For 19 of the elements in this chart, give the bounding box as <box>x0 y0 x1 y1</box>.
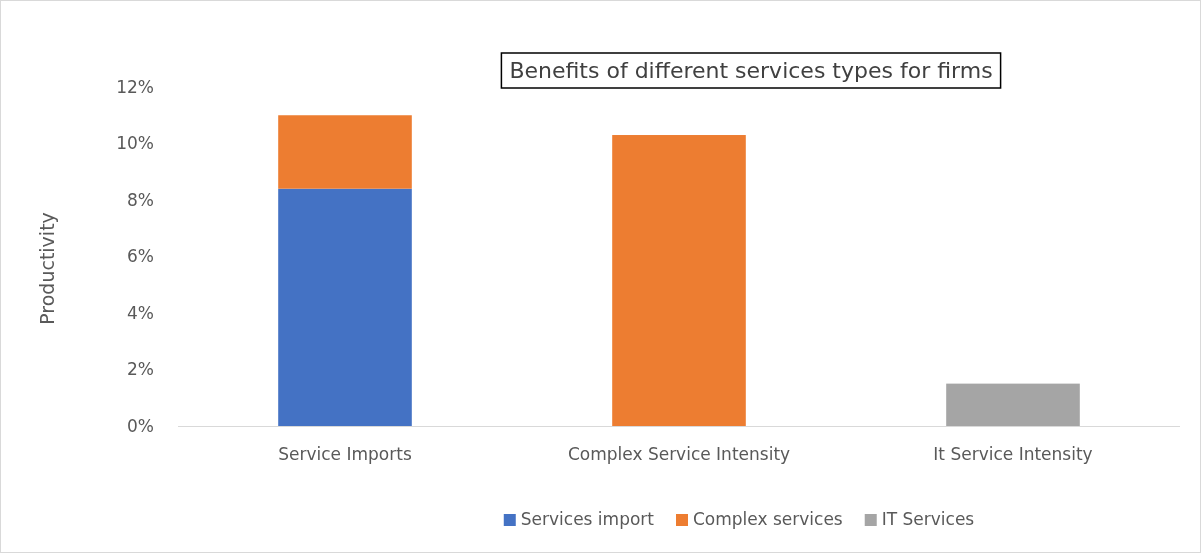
legend-label: Services import <box>520 509 655 529</box>
x-tick-label: Complex Service Intensity <box>567 444 791 465</box>
legend-label: IT Services <box>881 509 975 529</box>
y-tick-label: 6% <box>127 246 154 267</box>
y-axis-title: Productivity <box>36 212 58 325</box>
bar <box>278 115 412 189</box>
legend-label: Complex services <box>693 509 843 529</box>
y-tick-label: 12% <box>116 76 154 97</box>
y-tick-label: 4% <box>127 302 154 323</box>
x-tick-label: Service Imports <box>278 444 412 465</box>
bar <box>946 383 1080 426</box>
chart-title: Benefits of different services types for firms <box>509 58 993 83</box>
y-tick-label: 0% <box>127 415 154 436</box>
x-tick-label: It Service Intensity <box>933 444 1093 465</box>
bar <box>278 188 412 426</box>
bar <box>612 135 746 426</box>
y-tick-label: 8% <box>127 189 154 210</box>
y-tick-label: 10% <box>116 133 154 154</box>
y-tick-label: 2% <box>127 359 154 380</box>
